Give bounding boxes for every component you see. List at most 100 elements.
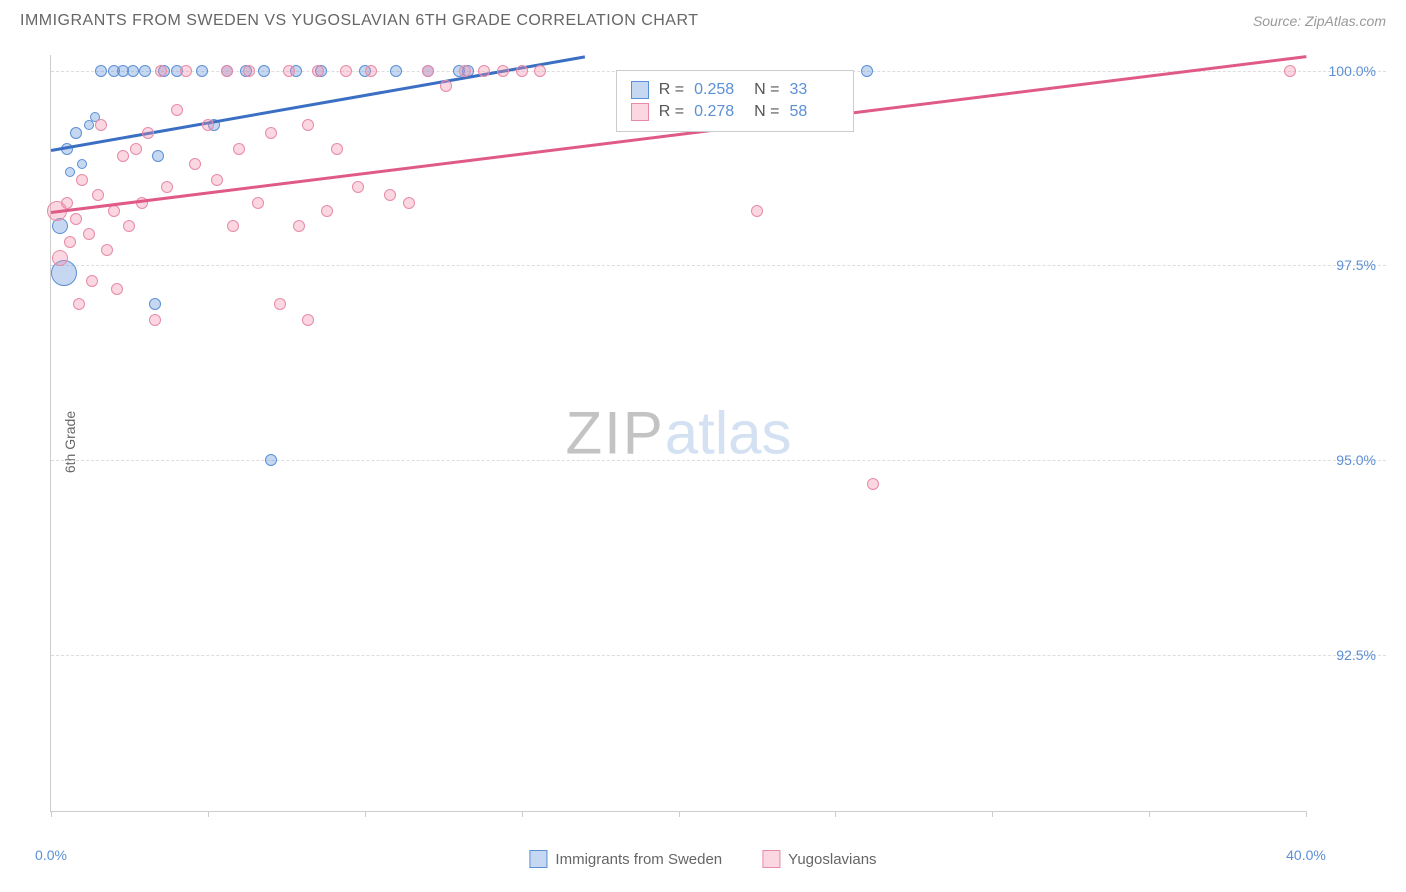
legend-swatch	[762, 850, 780, 868]
data-point	[73, 298, 85, 310]
gridline	[51, 265, 1386, 266]
r-label: R =	[659, 103, 684, 121]
data-point	[302, 314, 314, 326]
source-label: Source: ZipAtlas.com	[1253, 13, 1386, 29]
data-point	[155, 65, 167, 77]
data-point	[497, 65, 509, 77]
x-tick	[522, 811, 523, 817]
data-point	[139, 65, 151, 77]
x-tick	[992, 811, 993, 817]
data-point	[252, 197, 264, 209]
legend-label: Immigrants from Sweden	[555, 851, 722, 868]
data-point	[867, 478, 879, 490]
data-point	[1284, 65, 1296, 77]
data-point	[440, 80, 452, 92]
data-point	[117, 150, 129, 162]
data-point	[95, 119, 107, 131]
r-value: 0.258	[694, 81, 744, 99]
data-point	[365, 65, 377, 77]
chart-title: IMMIGRANTS FROM SWEDEN VS YUGOSLAVIAN 6T…	[20, 12, 699, 30]
data-point	[52, 218, 68, 234]
data-point	[202, 119, 214, 131]
stats-box: R = 0.258 N = 33 R = 0.278 N = 58	[616, 70, 855, 132]
data-point	[274, 298, 286, 310]
data-point	[340, 65, 352, 77]
data-point	[149, 298, 161, 310]
data-point	[534, 65, 546, 77]
plot-area: ZIPatlas 92.5%95.0%97.5%100.0%0.0%40.0%R…	[50, 55, 1306, 812]
data-point	[70, 127, 82, 139]
data-point	[101, 244, 113, 256]
data-point	[83, 228, 95, 240]
x-tick	[1149, 811, 1150, 817]
x-tick	[1306, 811, 1307, 817]
data-point	[283, 65, 295, 77]
data-point	[127, 65, 139, 77]
data-point	[77, 159, 87, 169]
data-point	[331, 143, 343, 155]
n-value: 33	[789, 81, 839, 99]
r-value: 0.278	[694, 103, 744, 121]
data-point	[64, 236, 76, 248]
data-point	[161, 181, 173, 193]
data-point	[180, 65, 192, 77]
x-tick	[835, 811, 836, 817]
stats-row: R = 0.258 N = 33	[631, 79, 840, 101]
data-point	[516, 65, 528, 77]
y-tick-label: 92.5%	[1336, 647, 1376, 663]
legend-item: Immigrants from Sweden	[529, 850, 722, 868]
data-point	[152, 150, 164, 162]
data-point	[293, 220, 305, 232]
data-point	[61, 197, 73, 209]
x-tick	[679, 811, 680, 817]
y-tick-label: 97.5%	[1336, 257, 1376, 273]
y-tick-label: 95.0%	[1336, 452, 1376, 468]
data-point	[196, 65, 208, 77]
data-point	[111, 283, 123, 295]
gridline	[51, 655, 1386, 656]
data-point	[227, 220, 239, 232]
x-tick	[208, 811, 209, 817]
data-point	[265, 454, 277, 466]
x-tick	[365, 811, 366, 817]
data-point	[312, 65, 324, 77]
data-point	[403, 197, 415, 209]
data-point	[751, 205, 763, 217]
data-point	[86, 275, 98, 287]
data-point	[384, 189, 396, 201]
data-point	[265, 127, 277, 139]
series-swatch	[631, 81, 649, 99]
r-label: R =	[659, 81, 684, 99]
legend-swatch	[529, 850, 547, 868]
series-swatch	[631, 103, 649, 121]
data-point	[142, 127, 154, 139]
data-point	[189, 158, 201, 170]
data-point	[352, 181, 364, 193]
data-point	[243, 65, 255, 77]
legend: Immigrants from Sweden Yugoslavians	[529, 850, 876, 868]
data-point	[171, 104, 183, 116]
data-point	[422, 65, 434, 77]
data-point	[221, 65, 233, 77]
legend-item: Yugoslavians	[762, 850, 876, 868]
chart-container: 6th Grade ZIPatlas 92.5%95.0%97.5%100.0%…	[50, 55, 1306, 812]
y-tick-label: 100.0%	[1329, 63, 1376, 79]
x-tick-label: 40.0%	[1286, 847, 1326, 863]
x-tick	[51, 811, 52, 817]
n-label: N =	[754, 103, 779, 121]
legend-label: Yugoslavians	[788, 851, 876, 868]
n-label: N =	[754, 81, 779, 99]
data-point	[258, 65, 270, 77]
data-point	[52, 250, 68, 266]
data-point	[302, 119, 314, 131]
x-tick-label: 0.0%	[35, 847, 67, 863]
data-point	[459, 65, 471, 77]
watermark: ZIPatlas	[565, 399, 791, 468]
data-point	[149, 314, 161, 326]
data-point	[861, 65, 873, 77]
data-point	[76, 174, 88, 186]
data-point	[123, 220, 135, 232]
stats-row: R = 0.278 N = 58	[631, 101, 840, 123]
n-value: 58	[789, 103, 839, 121]
data-point	[95, 65, 107, 77]
